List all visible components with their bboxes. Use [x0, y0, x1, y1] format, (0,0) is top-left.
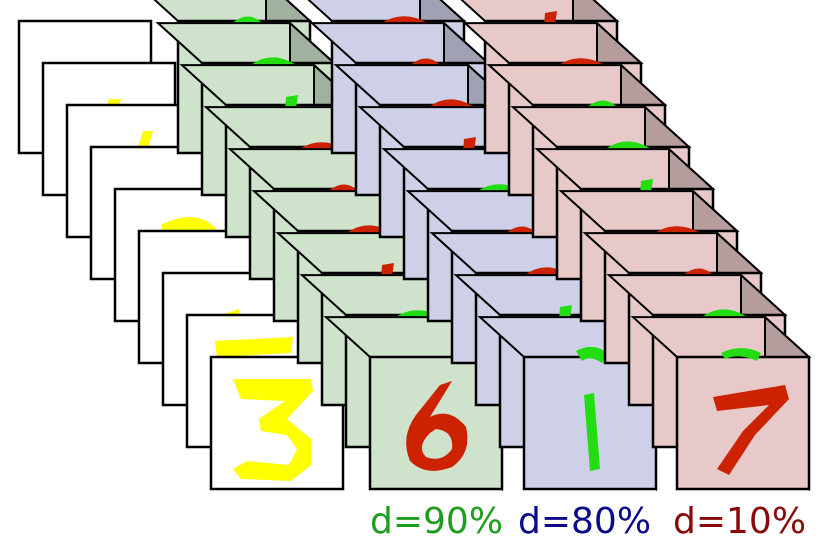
digit-fragment: [215, 337, 293, 357]
cube-front-digit: [713, 348, 789, 475]
stack-label-2: d=80%: [518, 501, 652, 542]
cube-front-digit: [406, 381, 468, 471]
stack-label-3: d=10%: [673, 501, 807, 542]
plain-mnist-stack: [17, 19, 345, 491]
cube-front: [630, 314, 812, 492]
stack-label-1: d=90%: [370, 501, 504, 542]
cube-stack-red: [460, 0, 812, 492]
plain-front-digit: [233, 379, 313, 481]
cube-front-digit: [576, 346, 610, 471]
